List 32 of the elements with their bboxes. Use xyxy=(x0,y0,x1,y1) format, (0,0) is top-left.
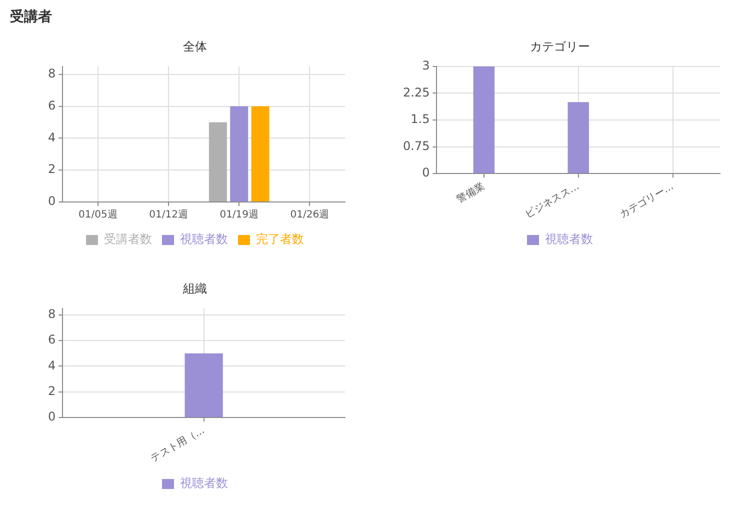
x-tick-label: 01/26週 xyxy=(290,210,330,221)
legend-label: 視聴者数 xyxy=(180,476,228,490)
x-tick-label: 警備業 xyxy=(454,180,487,206)
y-tick-label: 4 xyxy=(48,358,56,372)
chart-title: カテゴリー xyxy=(530,39,590,54)
legend-label: 視聴者数 xyxy=(180,232,228,246)
legend-label: 受講者数 xyxy=(104,232,152,246)
y-tick-label: 0 xyxy=(48,410,56,424)
text: 受講者 xyxy=(10,8,52,26)
y-tick-label: 2 xyxy=(48,384,56,398)
legend-label: 完了者数 xyxy=(256,232,304,246)
x-tick-label: 01/12週 xyxy=(149,210,188,221)
y-tick-label: 3 xyxy=(422,58,430,73)
x-tick-label: カテゴリー… xyxy=(618,180,676,221)
y-tick-label: 0.75 xyxy=(403,138,430,153)
y-tick-label: 2 xyxy=(48,162,56,176)
y-tick-label: 6 xyxy=(48,332,56,347)
y-tick-label: 0 xyxy=(422,166,430,180)
y-tick-label: 2.25 xyxy=(403,85,430,100)
chart-title: 組織 xyxy=(182,281,207,296)
x-tick-label: テスト用（… xyxy=(149,425,207,465)
y-tick-label: 0 xyxy=(48,194,56,208)
x-tick-label: 01/05週 xyxy=(78,210,118,221)
y-tick-label: 6 xyxy=(48,98,56,112)
y-tick-label: 8 xyxy=(48,66,56,80)
chart-title: 全体 xyxy=(183,39,207,54)
y-tick-label: 8 xyxy=(48,306,56,321)
x-tick-label: ビジネスス… xyxy=(524,181,582,221)
y-tick-label: 4 xyxy=(48,130,56,144)
legend-label: 視聴者数 xyxy=(545,232,593,246)
y-tick-label: 1.5 xyxy=(410,112,430,126)
x-tick-label: 01/19週 xyxy=(220,210,259,221)
